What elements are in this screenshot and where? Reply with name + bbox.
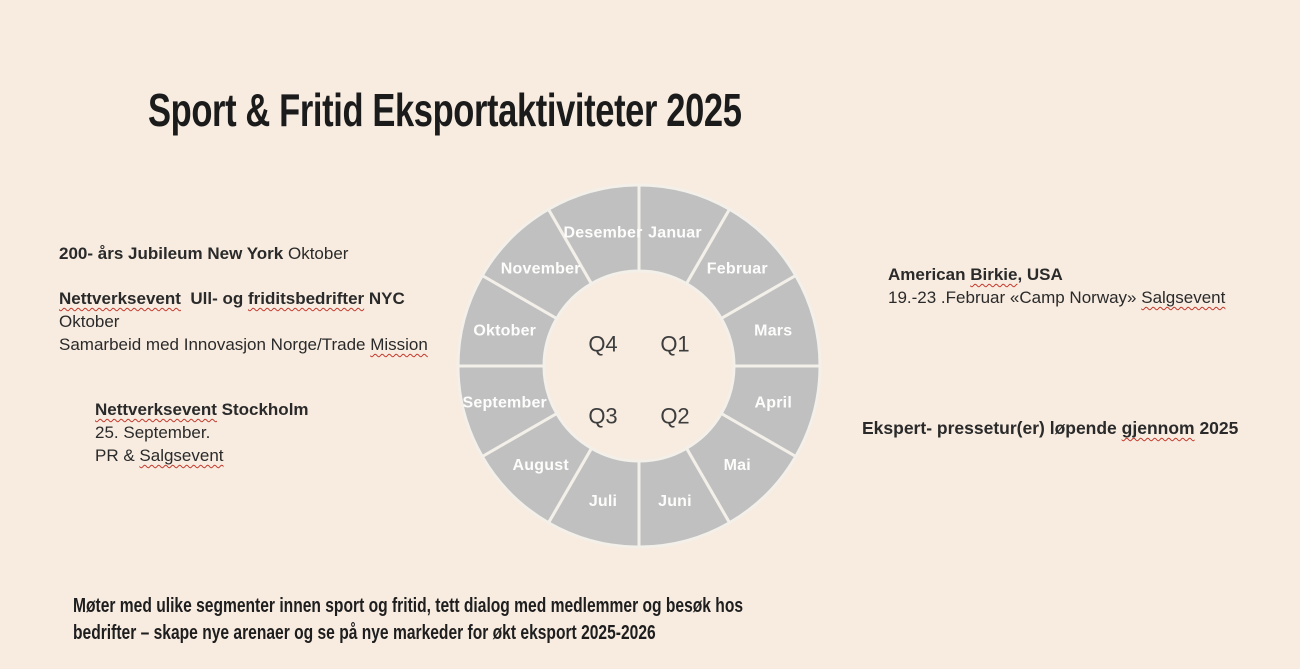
wheel-month-label-januar: Januar	[648, 224, 702, 241]
text-line: 19.-23 .Februar «Camp Norway» Salgsevent	[888, 286, 1225, 309]
wheel-quarter-label-q3: Q3	[588, 404, 617, 429]
annotation-nettverksevent-stockholm: Nettverksevent Stockholm 25. September. PR…	[95, 398, 309, 467]
annotation-american-birkie: American Birkie, USA 19.-23 .Februar «Cam…	[888, 263, 1225, 309]
annotation-pressetur: Ekspert- pressetur(er) løpende gjennom 2…	[862, 417, 1238, 440]
text-run-spellcheck: friditsbedrifter	[247, 289, 365, 308]
wheel-month-label-november: November	[501, 260, 581, 277]
wheel-month-label-juli: Juli	[589, 493, 617, 510]
text-run: Stockholm	[216, 400, 309, 419]
text-run: PR &	[95, 446, 140, 465]
month-wheel-svg: Januar Februar Mars April Mai Juni Juli August S…	[456, 183, 822, 549]
wheel-month-label-juni: Juni	[658, 493, 692, 510]
text-run	[181, 289, 190, 308]
text-line: bedrifter – skape nye arenaer og se på n…	[73, 620, 743, 647]
text-run: 200- års Jubileum New York	[59, 244, 284, 263]
text-run-spellcheck: Salgsevent	[1141, 288, 1226, 307]
text-line: PR & Salgsevent	[95, 444, 309, 467]
text-run-spellcheck: Nettverksevent	[95, 400, 217, 419]
text-run-spellcheck: gjennom	[1121, 418, 1195, 438]
text-line: Nettverksevent Ull- og friditsbedrifter …	[59, 287, 428, 310]
wheel-month-label-oktober: Oktober	[473, 323, 536, 340]
wheel-segment-desember	[546, 183, 641, 286]
text-run: bedrifter – skape nye arenaer og se på n…	[73, 622, 656, 644]
text-run: 19.-23 .Februar «Camp Norway»	[888, 288, 1142, 307]
wheel-month-label-august: August	[513, 457, 570, 474]
text-run: Samarbeid med Innovasjon Norge/Trade	[59, 335, 371, 354]
text-run-spellcheck: Nettverksevent	[59, 289, 181, 308]
text-run: 25. September.	[95, 423, 211, 442]
slide-title: Sport & Fritid Eksportaktiviteter 2025	[148, 83, 742, 136]
wheel-month-label-april: April	[755, 395, 792, 412]
text-run: Oktober	[59, 312, 120, 331]
text-line: Nettverksevent Stockholm	[95, 398, 309, 421]
text-run: NYC	[364, 289, 405, 308]
text-run: Møter med ulike segmenter innen sport og…	[73, 595, 744, 617]
text-run-spellcheck: Mission	[370, 335, 428, 354]
wheel-month-label-mars: Mars	[754, 323, 792, 340]
text-run: Ekspert- pressetur(er) løpende	[862, 418, 1122, 438]
annotation-jubileum-new-york: 200- års Jubileum New York Oktober	[59, 242, 348, 265]
wheel-month-label-februar: Februar	[707, 260, 768, 277]
text-line: Møter med ulike segmenter innen sport og…	[73, 593, 743, 620]
annotation-nettverksevent-nyc: Nettverksevent Ull- og friditsbedrifter …	[59, 287, 428, 356]
text-line: Oktober	[59, 310, 428, 333]
text-run: , USA	[1017, 265, 1063, 284]
text-line: Samarbeid med Innovasjon Norge/Trade Mis…	[59, 333, 428, 356]
wheel-month-label-september: September	[462, 395, 547, 412]
wheel-month-label-mai: Mai	[724, 457, 751, 474]
wheel-month-label-desember: Desember	[564, 224, 643, 241]
text-run: Oktober	[283, 244, 349, 263]
text-run-spellcheck: Salgsevent	[139, 446, 224, 465]
text-line: Ekspert- pressetur(er) løpende gjennom 2…	[862, 417, 1238, 440]
text-line: American Birkie, USA	[888, 263, 1225, 286]
wheel-quarter-label-q1: Q1	[660, 332, 689, 357]
text-line: 25. September.	[95, 421, 309, 444]
text-run: 2025	[1194, 418, 1239, 438]
bottom-note: Møter med ulike segmenter innen sport og…	[73, 593, 743, 647]
text-line: 200- års Jubileum New York Oktober	[59, 242, 348, 265]
wheel-quarter-label-q2: Q2	[660, 404, 689, 429]
text-run: Ull- og	[190, 289, 248, 308]
text-run-spellcheck: Birkie	[970, 265, 1018, 284]
month-wheel-chart: Januar Februar Mars April Mai Juni Juli August S…	[456, 183, 822, 549]
text-run: American	[888, 265, 971, 284]
wheel-quarter-label-q4: Q4	[588, 332, 617, 357]
